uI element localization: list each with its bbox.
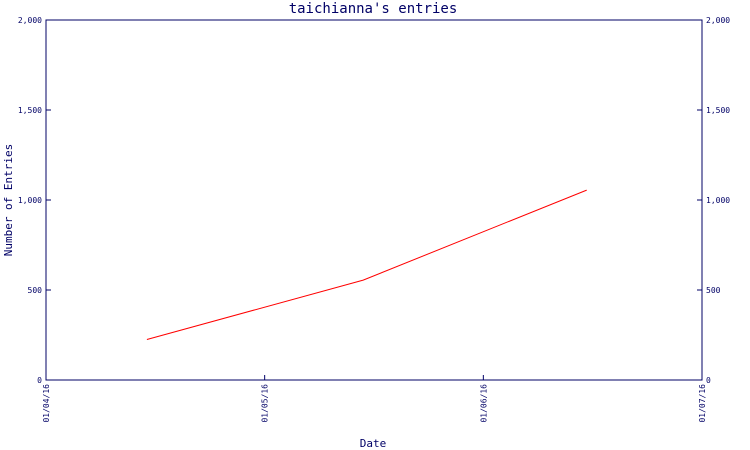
x-tick-label: 01/04/16 [42,384,51,423]
y-axis-right: 0 500 1,000 1,500 2,000 [697,16,730,385]
y-tick-label-left: 1,000 [18,196,42,205]
y-axis-label: Number of Entries [2,144,15,257]
y-tick-label-left: 2,000 [18,16,42,25]
y-tick-label-left: 500 [28,286,43,295]
series-group [146,189,587,340]
y-tick-label-right: 0 [706,376,711,385]
y-tick-label-right: 500 [706,286,721,295]
x-tick-label: 01/06/16 [479,384,488,423]
x-axis-label: Date [360,437,387,450]
y-tick-label-left: 1,500 [18,106,42,115]
x-axis: 01/04/16 01/05/16 01/06/16 01/07/16 [42,375,707,423]
x-tick-label: 01/07/16 [698,384,707,423]
y-tick-label-right: 1,000 [706,196,730,205]
series-line [146,189,587,340]
y-tick-label-left: 0 [37,376,42,385]
chart-title: taichianna's entries [289,1,458,17]
x-tick-label: 01/05/16 [261,384,270,423]
y-tick-label-right: 2,000 [706,16,730,25]
plot-area [45,19,703,381]
y-axis-left: 0 500 1,000 1,500 2,000 [18,16,51,385]
y-tick-label-right: 1,500 [706,106,730,115]
